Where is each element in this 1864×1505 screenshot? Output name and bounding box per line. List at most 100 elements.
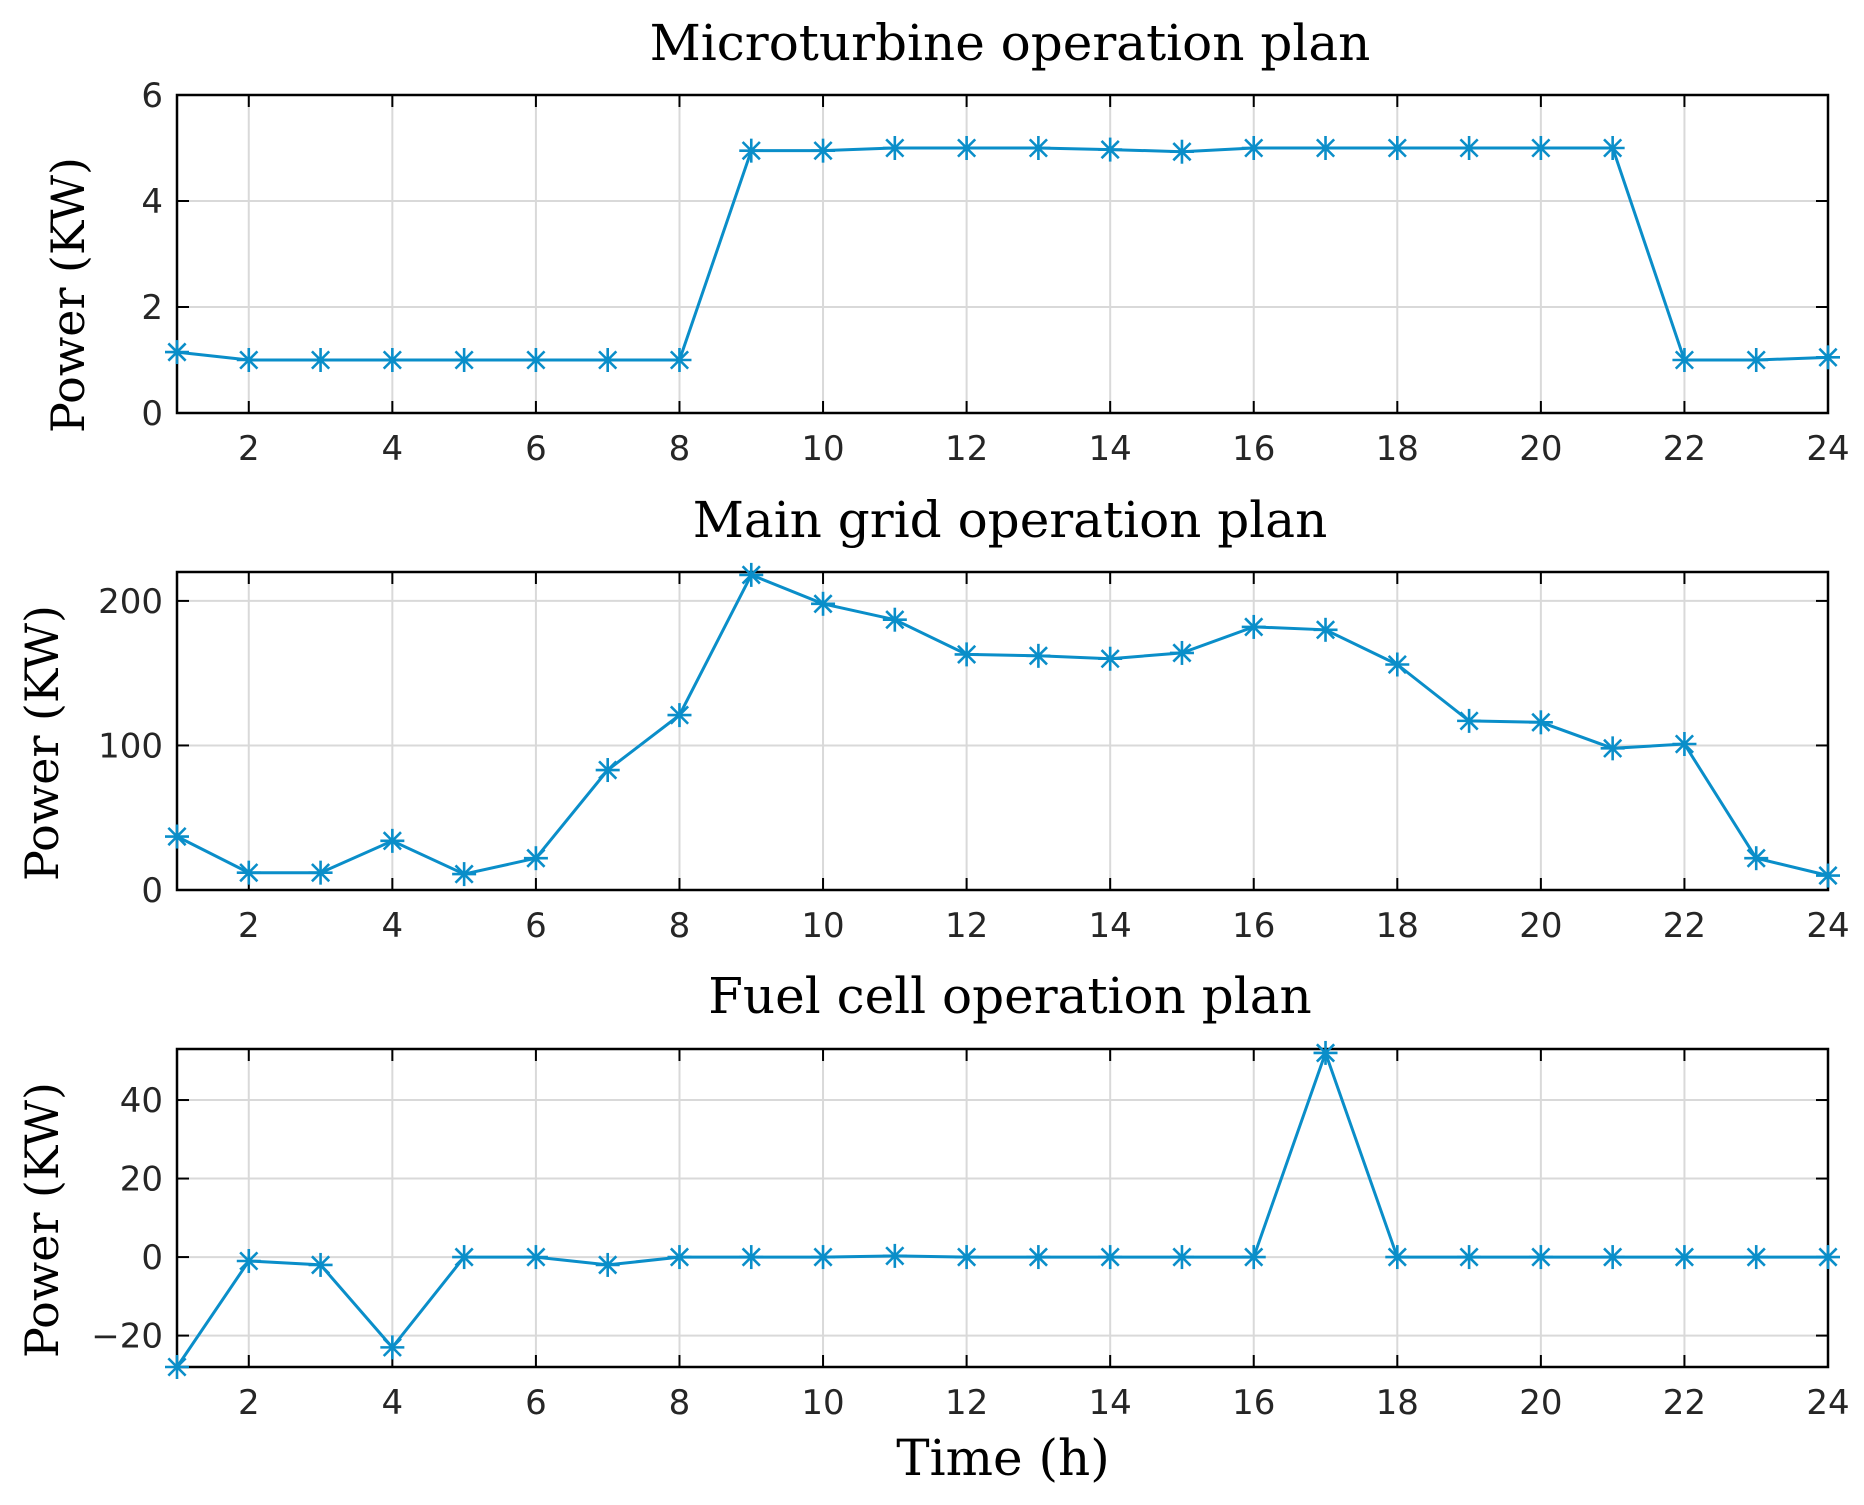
fuel-cell-axes-frame (175, 1047, 1830, 1369)
fuel-cell-data-point (1744, 1245, 1769, 1270)
fuel-cell-data-point (1098, 1245, 1123, 1270)
main-grid-data-point (165, 824, 189, 849)
fuel-cell-data-point (452, 1245, 477, 1270)
fuel-cell-data-point (308, 1252, 333, 1277)
microturbine-data-point (452, 348, 477, 372)
main-grid-title: Main grid operation plan (693, 491, 1328, 549)
main-grid-axes-frame (175, 570, 1830, 892)
microturbine-x-tick-label: 2 (238, 429, 260, 469)
main-grid-data-point (1385, 652, 1410, 677)
main-grid-x-tick-label: 14 (1089, 906, 1132, 946)
microturbine-x-tick-label: 24 (1806, 429, 1849, 469)
fuel-cell-panel: Fuel cell operation plan Power (KW) Time… (15, 967, 1850, 1487)
main-grid-x-tick-label: 2 (238, 906, 260, 946)
main-grid-data-point (1241, 614, 1266, 639)
main-grid-data-point (523, 846, 548, 871)
fuel-cell-data-point (1241, 1245, 1266, 1270)
main-grid-x-tick-label: 18 (1376, 906, 1419, 946)
main-grid-x-tick-label: 10 (801, 906, 844, 946)
fuel-cell-data-point (954, 1245, 979, 1270)
fuel-cell-y-tick-label: 20 (120, 1160, 163, 1200)
main-grid-x-tick-label: 20 (1519, 906, 1562, 946)
fuel-cell-data-point (595, 1252, 620, 1277)
microturbine-x-tick-label: 4 (382, 429, 404, 469)
main-grid-data-point (236, 860, 261, 885)
main-grid-x-tick-label: 24 (1806, 906, 1849, 946)
fuel-cell-y-tick-label: 0 (141, 1238, 163, 1278)
microturbine-x-tick-label: 8 (669, 429, 691, 469)
microturbine-data-point (882, 136, 907, 160)
main-grid-data-point (452, 862, 477, 887)
fuel-cell-y-tick-label: −20 (91, 1317, 163, 1357)
fuel-cell-data-point (1026, 1245, 1051, 1270)
microturbine-x-tick-label: 18 (1376, 429, 1419, 469)
microturbine-x-tick-label: 20 (1519, 429, 1562, 469)
microturbine-ylabel: Power (KW) (41, 157, 95, 433)
fuel-cell-data-point (1313, 1040, 1338, 1065)
main-grid-data-point (954, 642, 979, 667)
fuel-cell-data-point (1528, 1245, 1553, 1270)
main-grid-data-point (1528, 710, 1553, 735)
fuel-cell-x-tick-label: 4 (382, 1383, 404, 1423)
main-grid-data-point (1026, 643, 1051, 668)
main-grid-data-point (595, 758, 620, 783)
microturbine-y-tick-label: 4 (141, 182, 163, 222)
microturbine-data-point (595, 348, 620, 372)
microturbine-x-tick-label: 22 (1663, 429, 1706, 469)
microturbine-data-point (811, 138, 836, 163)
microturbine-y-tick-label: 2 (141, 288, 163, 328)
microturbine-x-tick-label: 14 (1089, 429, 1132, 469)
main-grid-x-tick-label: 12 (945, 906, 988, 946)
fuel-cell-grid (177, 1049, 1828, 1367)
main-grid-data-point (1744, 846, 1769, 871)
microturbine-data-point (1600, 136, 1625, 160)
fuel-cell-x-tick-label: 24 (1806, 1383, 1849, 1423)
fuel-cell-ylabel: Power (KW) (15, 1082, 69, 1358)
main-grid-data-point (380, 828, 405, 853)
fuel-cell-data-point (1600, 1245, 1625, 1270)
fuel-cell-data-point (1385, 1245, 1410, 1270)
main-grid-data-point (667, 703, 692, 728)
microturbine-data-point (523, 348, 548, 372)
fuel-cell-x-tick-label: 6 (525, 1383, 547, 1423)
main-grid-x-tick-label: 4 (382, 906, 404, 946)
main-grid-data-point (811, 591, 836, 616)
microturbine-grid (177, 95, 1828, 413)
microturbine-data-point (1385, 136, 1410, 160)
fuel-cell-data-point (882, 1243, 907, 1268)
main-grid-x-tick-label: 8 (669, 906, 691, 946)
fuel-cell-x-tick-label: 8 (669, 1383, 691, 1423)
fuel-cell-data-point (1816, 1245, 1840, 1270)
fuel-cell-data-point (1169, 1245, 1194, 1270)
fuel-cell-data-point (667, 1245, 692, 1270)
microturbine-panel: Microturbine operation plan Power (KW) 2… (41, 14, 1850, 469)
microturbine-data-point (667, 348, 692, 372)
microturbine-x-tick-label: 10 (801, 429, 844, 469)
fuel-cell-x-tick-label: 20 (1519, 1383, 1562, 1423)
main-grid-data-point (1816, 863, 1840, 888)
microturbine-data-point (1528, 136, 1553, 160)
microturbine-data-point (954, 136, 979, 160)
main-grid-data-point (1600, 736, 1625, 761)
main-grid-data-point (1098, 646, 1123, 671)
microturbine-data-point (1744, 348, 1769, 372)
main-grid-data-point (1169, 640, 1194, 665)
microturbine-data-point (1026, 136, 1051, 160)
main-grid-y-tick-label: 100 (98, 726, 163, 766)
fuel-cell-data-point (380, 1335, 405, 1360)
microturbine-data-point (1816, 345, 1840, 370)
main-grid-data-point (1672, 732, 1697, 757)
main-grid-series-line (176, 572, 1829, 877)
main-grid-ylabel: Power (KW) (15, 605, 69, 881)
microturbine-data-point (1241, 136, 1266, 160)
fuel-cell-x-tick-label: 14 (1089, 1383, 1132, 1423)
microturbine-x-tick-label: 6 (525, 429, 547, 469)
fuel-cell-x-tick-label: 10 (801, 1383, 844, 1423)
microturbine-y-tick-label: 0 (141, 394, 163, 434)
main-grid-data-point (882, 607, 907, 632)
microturbine-data-point (1457, 136, 1482, 160)
main-grid-grid (177, 572, 1828, 890)
main-grid-x-tick-label: 6 (525, 906, 547, 946)
